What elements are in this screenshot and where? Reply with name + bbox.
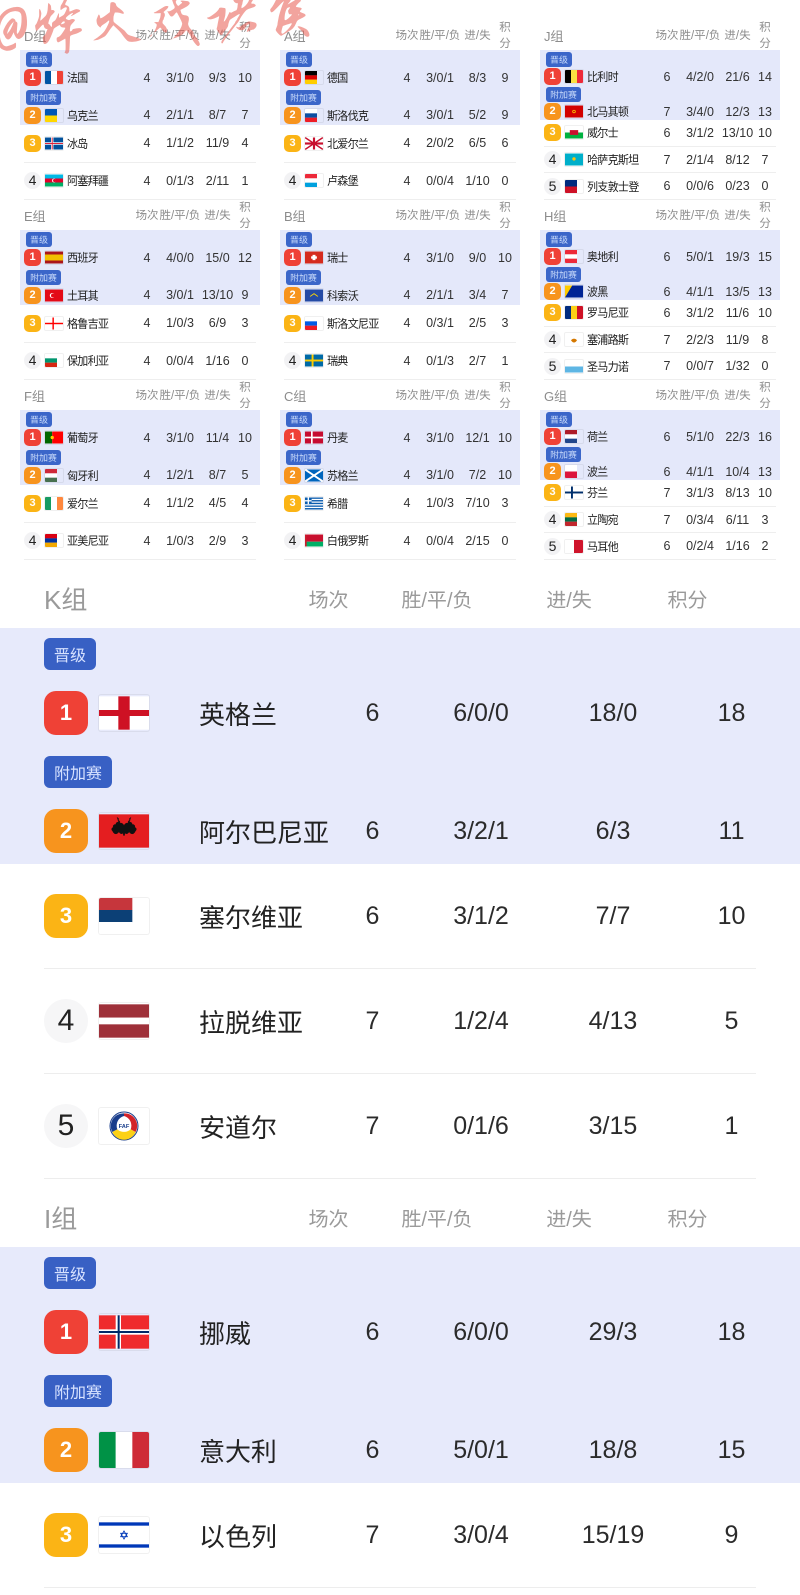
svg-text:FAF: FAF: [119, 1124, 130, 1130]
